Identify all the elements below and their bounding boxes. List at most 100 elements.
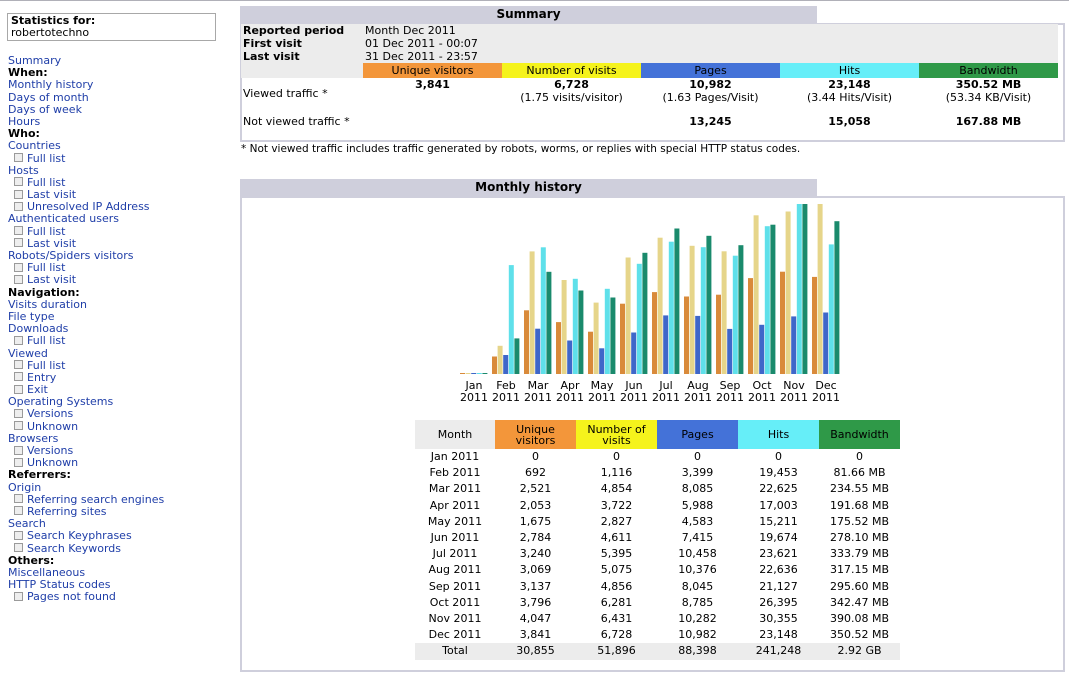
sidebar-link[interactable]: Last visit	[27, 273, 77, 287]
sidebar-link[interactable]: Referring sites	[27, 504, 107, 518]
chart-tick-label: 2011	[588, 391, 616, 404]
table-cell: 10,458	[678, 547, 717, 561]
header-bandwidth: Bandwidth	[819, 420, 900, 449]
sidebar-link[interactable]: Hosts	[8, 163, 39, 177]
submenu-bullet-icon	[14, 384, 23, 394]
table-cell: 1,675	[519, 514, 552, 528]
chart-bar	[796, 204, 802, 374]
sidebar-link[interactable]: Referring search engines	[27, 492, 165, 506]
sidebar-row: Full list	[8, 151, 236, 165]
sidebar-link[interactable]: Days of month	[8, 90, 89, 104]
sidebar-link[interactable]: Countries	[8, 139, 61, 153]
chart-bar	[689, 245, 695, 374]
sidebar-link[interactable]: Last visit	[27, 236, 77, 250]
table-cell: 4,583	[681, 514, 714, 528]
viewed-traffic-label: Viewed traffic *	[243, 86, 328, 100]
sidebar-link[interactable]: Search Keywords	[27, 541, 121, 555]
sidebar-section-when: When:	[8, 66, 48, 80]
sidebar-link[interactable]: Miscellaneous	[8, 565, 86, 579]
table-cell: 0	[694, 450, 701, 463]
sidebar-link[interactable]: Entry	[27, 370, 57, 384]
total-row: Total 30,855 51,896 88,398 241,248 2.92 GB	[415, 643, 900, 660]
chart-bar	[791, 316, 797, 374]
first-visit-value: 01 Dec 2011 - 00:07	[365, 37, 478, 50]
sidebar-row: Full list	[8, 335, 236, 347]
sidebar-link[interactable]: Last visit	[27, 188, 77, 202]
table-cell: Jan 2011	[430, 450, 480, 463]
chart-bar	[780, 271, 785, 374]
chart-bar	[834, 221, 840, 374]
sidebar-link[interactable]: Monthly history	[8, 78, 94, 92]
chart-tick-label: Jul	[658, 379, 672, 392]
chart-bar	[823, 312, 829, 374]
sidebar-link[interactable]: Full list	[27, 175, 66, 189]
sidebar-link[interactable]: Browsers	[8, 431, 59, 445]
table-cell: 3,841	[519, 628, 552, 642]
sidebar-row: Full list	[8, 262, 236, 274]
sidebar-link[interactable]: Downloads	[8, 322, 69, 336]
table-cell: 1,116	[600, 466, 633, 480]
table-cell: 4,854	[600, 482, 633, 496]
sidebar-link[interactable]: Full list	[27, 224, 66, 238]
sidebar-link[interactable]: Pages not found	[27, 590, 116, 604]
last-visit-label: Last visit	[243, 50, 300, 63]
sidebar-link[interactable]: Operating Systems	[8, 395, 114, 409]
sidebar-link[interactable]: Full list	[27, 358, 66, 372]
sidebar-link[interactable]: File type	[8, 309, 55, 323]
sidebar-link[interactable]: Visits duration	[8, 297, 87, 311]
monthly-history-title: Monthly history	[240, 179, 817, 196]
sidebar-link[interactable]: Origin	[8, 480, 42, 494]
sidebar-link[interactable]: Unknown	[27, 419, 79, 433]
sidebar-link[interactable]: Unknown	[27, 456, 79, 470]
table-cell: Jul 2011	[432, 547, 478, 561]
table-row: May 2011 1,675 2,827 4,583 15,211 175.52 MB	[415, 514, 900, 530]
submenu-bullet-icon	[14, 408, 23, 418]
table-row: Aug 2011 3,069 5,075 10,376 22,636 317.15 MB	[415, 562, 900, 578]
chart-bar	[828, 244, 834, 374]
sidebar-link[interactable]: Hours	[8, 114, 41, 128]
sidebar-link[interactable]: Unresolved IP Address	[27, 200, 150, 214]
chart-tick-label: 2011	[556, 391, 584, 404]
chart-bar	[657, 237, 663, 374]
header-unique-visitors: Unique visitors	[495, 420, 576, 449]
table-cell: 6,281	[600, 595, 633, 609]
sidebar-link[interactable]: Robots/Spiders visitors	[8, 249, 134, 262]
sidebar-link[interactable]: Days of week	[8, 102, 82, 116]
table-cell: Oct 2011	[429, 595, 481, 609]
reported-period-label: Reported period	[243, 24, 345, 37]
chart-bar	[759, 324, 765, 374]
chart-bar	[593, 302, 599, 374]
sidebar-row: Entry	[8, 370, 236, 384]
sidebar-link[interactable]: Search	[8, 517, 46, 531]
sidebar-link[interactable]: Full list	[27, 261, 66, 275]
sidebar-link[interactable]: Summary	[8, 54, 62, 67]
sidebar-section-navigation: Navigation:	[8, 285, 80, 299]
table-row: Mar 2011 2,521 4,854 8,085 22,625 234.55 MB	[415, 481, 900, 497]
chart-bar	[785, 211, 791, 374]
sidebar-link[interactable]: Full list	[27, 151, 66, 165]
sidebar-link[interactable]: Exit	[27, 383, 48, 397]
chart-bar	[482, 373, 488, 374]
chart-tick-label: Feb	[496, 379, 515, 392]
submenu-bullet-icon	[14, 494, 23, 504]
table-cell: 3,399	[681, 466, 714, 480]
sidebar-link[interactable]: Full list	[27, 334, 66, 348]
sidebar-link[interactable]: Viewed	[8, 346, 48, 360]
sidebar-link[interactable]: Search Keyphrases	[27, 529, 132, 543]
sidebar-section-others: Others:	[8, 553, 55, 567]
chart-tick-label: 2011	[716, 391, 744, 404]
sidebar-row: Full list	[8, 358, 236, 372]
sidebar-link[interactable]: HTTP Status codes	[8, 578, 111, 592]
table-cell: 10,282	[678, 612, 717, 626]
chart-bar	[508, 265, 514, 374]
chart-tick-label: Aug	[687, 379, 708, 392]
not-viewed-traffic-label: Not viewed traffic *	[243, 114, 350, 128]
sidebar-link[interactable]: Versions	[27, 407, 74, 421]
chart-bar	[599, 348, 605, 374]
col-hits: Hits	[780, 63, 919, 78]
sidebar-row: Search Keywords	[8, 541, 236, 555]
table-cell: 10,982	[678, 628, 717, 642]
sidebar-link[interactable]: Versions	[27, 444, 74, 457]
sidebar-link[interactable]: Authenticated users	[8, 212, 119, 226]
sidebar-row: Last visit	[8, 274, 236, 286]
